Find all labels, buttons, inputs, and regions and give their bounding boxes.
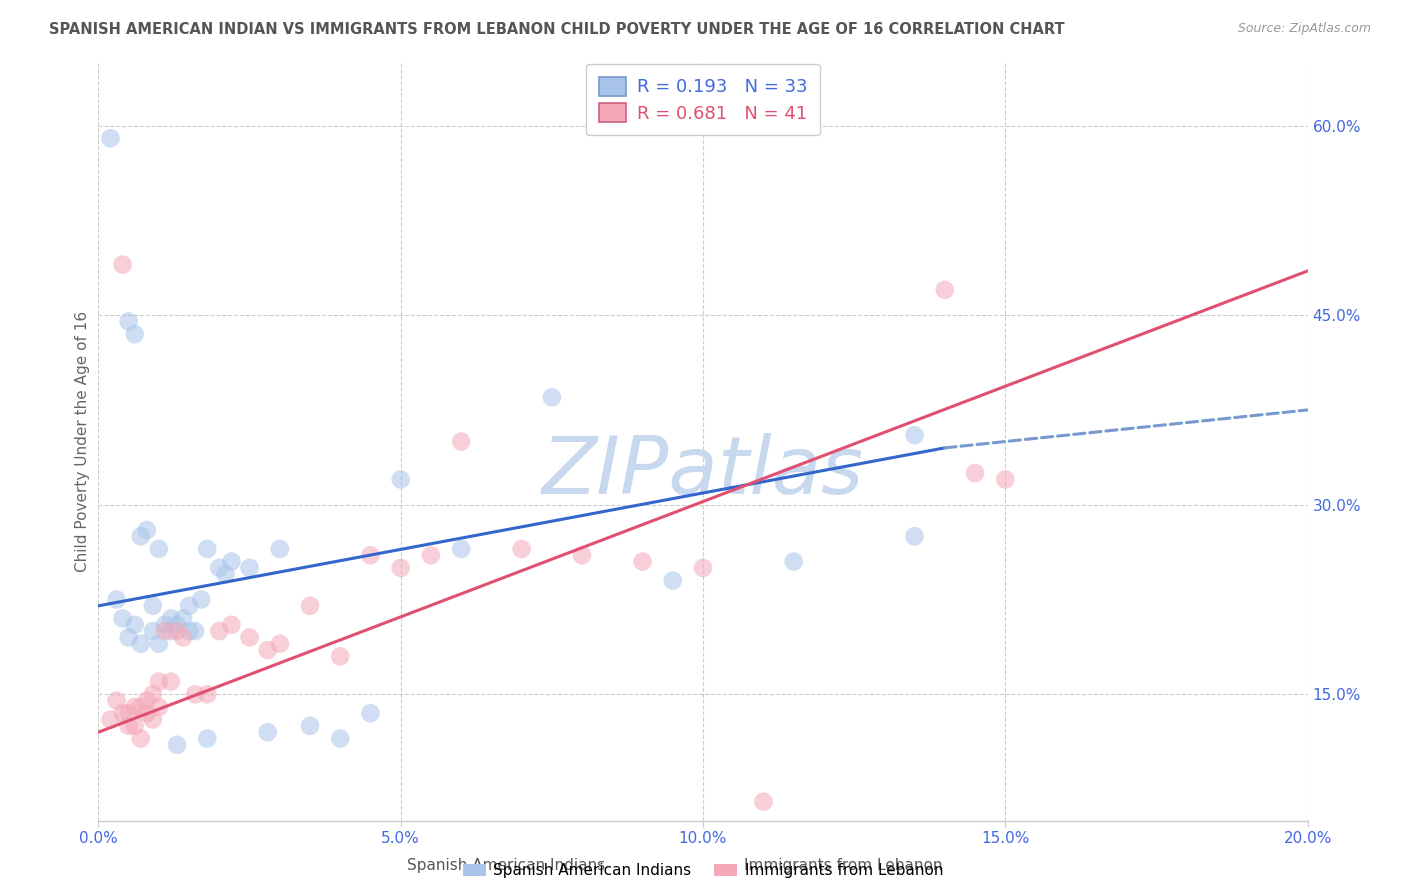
Point [389, 561, 412, 575]
Point [190, 592, 212, 607]
Point [329, 731, 352, 746]
Point [142, 713, 165, 727]
Point [299, 719, 322, 733]
Point [256, 725, 278, 739]
Point [934, 283, 956, 297]
Text: Source: ZipAtlas.com: Source: ZipAtlas.com [1237, 22, 1371, 36]
Point [129, 699, 152, 714]
Point [540, 390, 562, 404]
Point [256, 643, 278, 657]
Point [129, 529, 152, 543]
Point [208, 624, 231, 639]
Point [692, 561, 714, 575]
Point [148, 541, 170, 556]
Point [450, 541, 472, 556]
Text: ZIPatlas: ZIPatlas [541, 433, 865, 511]
Point [105, 592, 128, 607]
Point [221, 617, 243, 632]
Point [135, 693, 157, 707]
Point [904, 529, 927, 543]
Y-axis label: Child Poverty Under the Age of 16: Child Poverty Under the Age of 16 [75, 311, 90, 572]
Point [214, 567, 236, 582]
Point [148, 674, 170, 689]
Point [111, 706, 134, 721]
Point [160, 624, 183, 639]
Point [142, 599, 165, 613]
Point [111, 611, 134, 625]
Point [135, 523, 157, 537]
Text: Immigrants from Lebanon: Immigrants from Lebanon [744, 858, 943, 872]
Point [118, 314, 141, 328]
Point [360, 706, 382, 721]
Point [124, 699, 146, 714]
Point [124, 617, 146, 632]
Point [752, 795, 775, 809]
Point [195, 541, 218, 556]
Point [631, 555, 654, 569]
Point [208, 561, 231, 575]
Point [172, 611, 194, 625]
Point [124, 327, 146, 342]
Point [153, 617, 176, 632]
Text: SPANISH AMERICAN INDIAN VS IMMIGRANTS FROM LEBANON CHILD POVERTY UNDER THE AGE O: SPANISH AMERICAN INDIAN VS IMMIGRANTS FR… [49, 22, 1064, 37]
Legend: Spanish American Indians, Immigrants from Lebanon: Spanish American Indians, Immigrants fro… [457, 857, 949, 884]
Point [135, 706, 157, 721]
Point [965, 466, 987, 480]
Point [571, 548, 593, 563]
Point [450, 434, 472, 449]
Point [148, 637, 170, 651]
Point [994, 473, 1017, 487]
Point [179, 599, 201, 613]
Point [179, 624, 201, 639]
Point [100, 713, 122, 727]
Point [129, 637, 152, 651]
Point [118, 719, 141, 733]
Point [360, 548, 382, 563]
Point [160, 674, 183, 689]
Point [510, 541, 533, 556]
Point [195, 687, 218, 701]
Point [184, 624, 207, 639]
Point [239, 631, 262, 645]
Point [172, 631, 194, 645]
Point [111, 258, 134, 272]
Point [195, 731, 218, 746]
Point [269, 541, 291, 556]
Point [389, 473, 412, 487]
Point [166, 738, 188, 752]
Point [153, 624, 176, 639]
Point [420, 548, 443, 563]
Point [783, 555, 806, 569]
Legend: R = 0.193   N = 33, R = 0.681   N = 41: R = 0.193 N = 33, R = 0.681 N = 41 [586, 64, 820, 136]
Point [160, 611, 183, 625]
Point [118, 706, 141, 721]
Point [105, 693, 128, 707]
Point [118, 631, 141, 645]
Point [904, 428, 927, 442]
Point [148, 699, 170, 714]
Point [221, 555, 243, 569]
Point [239, 561, 262, 575]
Point [100, 131, 122, 145]
Point [299, 599, 322, 613]
Point [329, 649, 352, 664]
Point [142, 624, 165, 639]
Point [661, 574, 683, 588]
Point [129, 731, 152, 746]
Point [124, 719, 146, 733]
Text: Spanish American Indians: Spanish American Indians [408, 858, 605, 872]
Point [184, 687, 207, 701]
Point [166, 624, 188, 639]
Point [269, 637, 291, 651]
Point [142, 687, 165, 701]
Point [166, 617, 188, 632]
